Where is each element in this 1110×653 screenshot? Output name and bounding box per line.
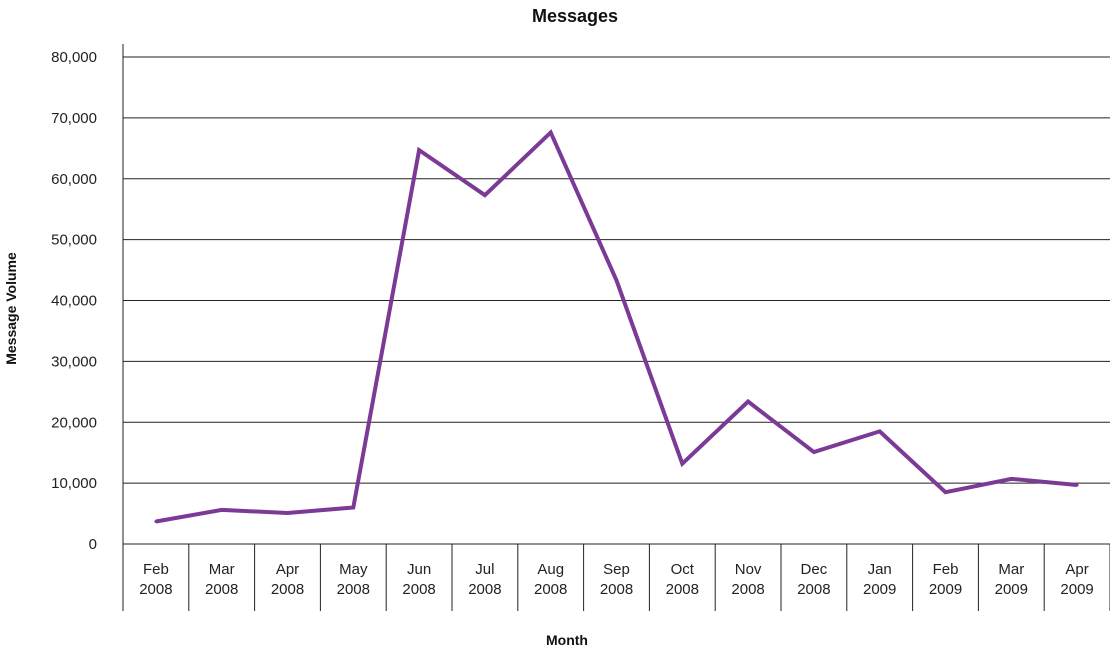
y-tick-label: 30,000	[51, 353, 97, 370]
y-tick-label: 0	[89, 536, 97, 553]
data-point	[154, 519, 158, 523]
x-axis-title: Month	[546, 632, 588, 648]
data-point	[417, 148, 421, 152]
data-point	[746, 400, 750, 404]
x-tick-labels: Feb 2008 Mar 2008 Apr 2008 May 2008 Jun 2008 Jul 20…	[139, 561, 1094, 598]
y-tick-label: 50,000	[51, 232, 97, 249]
x-tick-label: Apr 2009	[1060, 561, 1093, 598]
x-tick-label: Feb 2009	[929, 561, 962, 598]
x-tick-label: Mar 2008	[205, 561, 238, 598]
x-tick-label: Jan 2009	[863, 561, 896, 598]
y-tick-label: 60,000	[51, 171, 97, 188]
y-tick-label: 80,000	[51, 49, 97, 66]
x-tick-label: Mar 2009	[995, 561, 1028, 598]
x-tick-label: Feb 2008	[139, 561, 172, 598]
data-point	[615, 278, 618, 282]
y-tick-label: 40,000	[51, 293, 97, 310]
data-point	[1009, 477, 1013, 481]
data-point	[220, 508, 224, 512]
y-tick-label: 10,000	[51, 475, 97, 492]
data-point	[549, 130, 553, 134]
data-point	[351, 505, 355, 509]
y-tick-labels: 0 10,000 20,000 30,000 40,000 50,000 60,000 70,…	[51, 49, 97, 553]
gridlines	[123, 56, 1110, 484]
data-point	[878, 429, 882, 433]
data-point	[680, 462, 684, 466]
series-layer	[154, 129, 1079, 524]
data-point	[286, 511, 289, 515]
y-tick-label: 20,000	[51, 414, 97, 431]
data-point	[1075, 483, 1079, 487]
x-tick-label: Jul 2008	[468, 561, 501, 598]
x-tick-label: Nov 2008	[731, 561, 764, 598]
x-tick-label: Aug 2008	[534, 561, 567, 598]
axes	[122, 44, 1110, 611]
data-point	[812, 450, 816, 454]
chart-title: Messages	[532, 6, 618, 26]
y-tick-label: 70,000	[51, 110, 97, 127]
y-axis-title: Message Volume	[3, 252, 19, 365]
x-tick-label: Dec 2008	[797, 561, 830, 598]
x-tick-label: Sep 2008	[600, 561, 633, 598]
data-point	[944, 490, 947, 494]
series-line	[155, 129, 1078, 524]
data-point	[483, 193, 487, 197]
x-tick-label: Apr 2008	[271, 561, 304, 598]
x-tick-label: Jun 2008	[402, 561, 435, 598]
x-tick-label: May 2008	[337, 561, 370, 598]
x-tick-label: Oct 2008	[666, 561, 699, 598]
